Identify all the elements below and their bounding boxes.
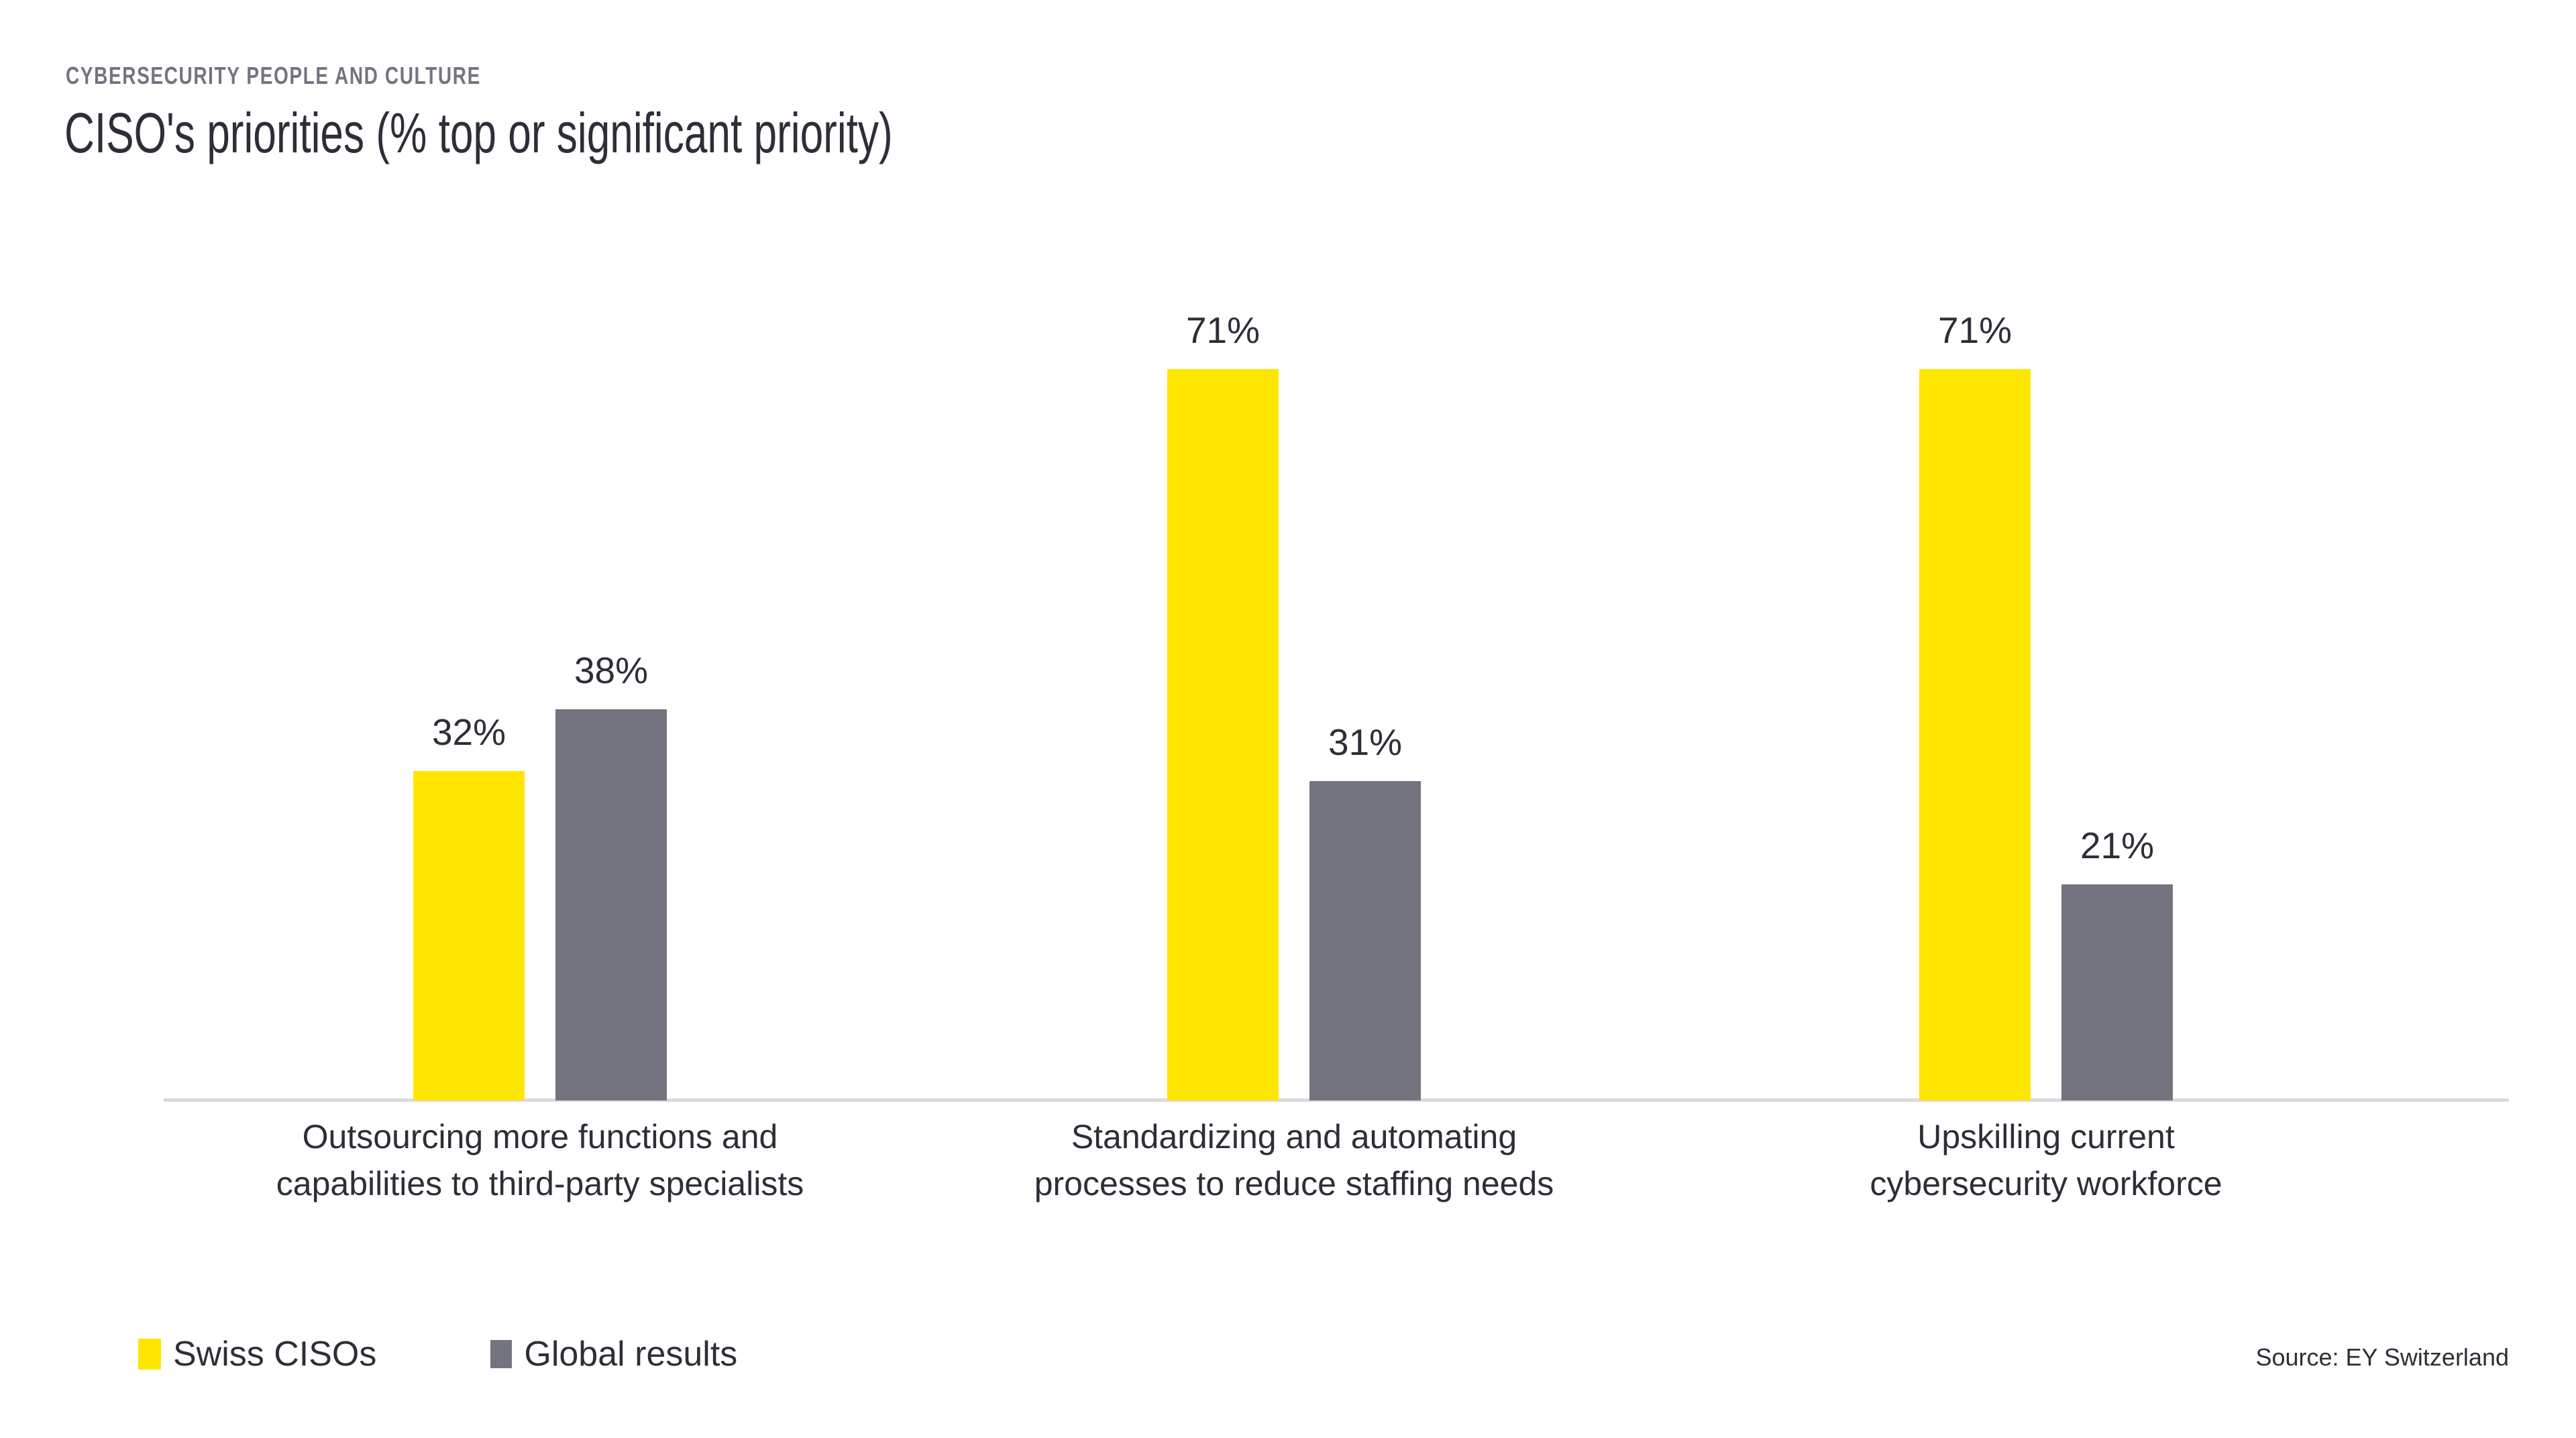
page-title: CISO's priorities (% top or significant … bbox=[64, 101, 893, 164]
swiss-cisos-swatch bbox=[138, 1339, 161, 1370]
value-label-swiss-cisos-3: 71% bbox=[1937, 309, 2012, 351]
legend: Swiss CISOs Global results bbox=[138, 1334, 737, 1374]
value-label-global-results-1: 38% bbox=[574, 650, 649, 691]
source-note: Source: EY Switzerland bbox=[2255, 1343, 2509, 1371]
value-label-swiss-cisos-2: 71% bbox=[1185, 309, 1260, 351]
bar-group-swiss-cisos-2: 71% bbox=[1167, 309, 1279, 1100]
eyebrow-label: CYBERSECURITY PEOPLE AND CULTURE bbox=[66, 62, 481, 89]
bar-chart-plot: 32% 38% 71% 31% 71% 21% bbox=[413, 309, 2173, 1100]
global-results-swatch bbox=[490, 1340, 513, 1368]
value-label-swiss-cisos-1: 32% bbox=[431, 711, 506, 753]
legend-item-global-results: Global results bbox=[490, 1334, 737, 1374]
value-label-global-results-3: 21% bbox=[2080, 825, 2155, 866]
legend-item-swiss-cisos: Swiss CISOs bbox=[138, 1334, 376, 1374]
bar-rect-global-results-1 bbox=[555, 709, 667, 1100]
bar-rect-swiss-cisos-1 bbox=[413, 771, 525, 1100]
legend-label-global-results: Global results bbox=[524, 1335, 738, 1374]
legend-label-swiss-cisos: Swiss CISOs bbox=[173, 1335, 377, 1374]
bar-group-global-results-2: 31% bbox=[1309, 721, 1421, 1100]
category-label-3: Upskilling current cybersecurity workfor… bbox=[1870, 1118, 2222, 1202]
bar-group-global-results-3: 21% bbox=[2061, 824, 2173, 1100]
category-label-2: Standardizing and automating processes t… bbox=[1034, 1118, 1554, 1202]
bar-rect-global-results-2 bbox=[1309, 781, 1421, 1100]
bar-group-global-results-1: 38% bbox=[555, 649, 667, 1100]
bar-group-swiss-cisos-3: 71% bbox=[1919, 309, 2031, 1100]
bar-group-swiss-cisos-1: 32% bbox=[413, 711, 525, 1100]
bar-rect-global-results-3 bbox=[2061, 884, 2173, 1100]
bar-rect-swiss-cisos-3 bbox=[1919, 369, 2031, 1100]
category-label-1: Outsourcing more functions and capabilit… bbox=[276, 1118, 804, 1202]
bar-rect-swiss-cisos-2 bbox=[1167, 369, 1279, 1100]
value-label-global-results-2: 31% bbox=[1328, 721, 1403, 763]
